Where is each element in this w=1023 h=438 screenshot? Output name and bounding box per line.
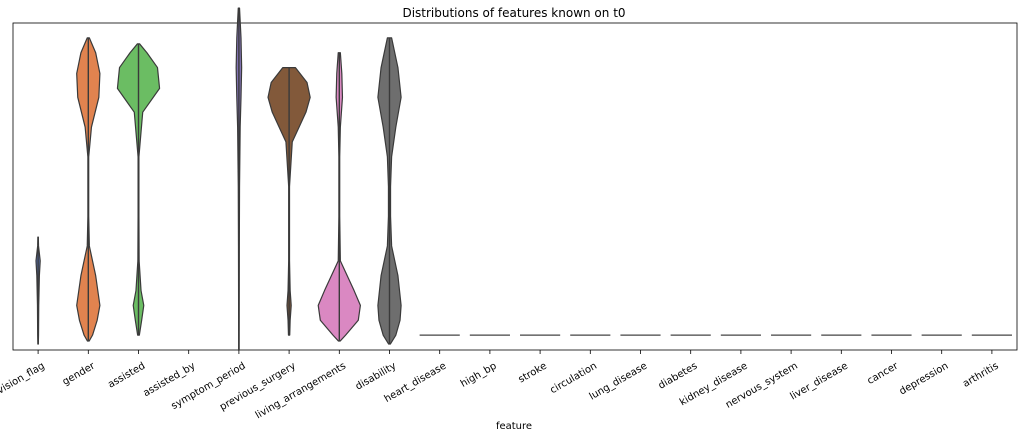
- violin-revision-flag: [35, 236, 41, 345]
- x-tick-label-living-arrangements: living_arrangements: [254, 361, 348, 422]
- plot-area: [12, 22, 1018, 351]
- violin-gender: [76, 37, 101, 342]
- x-tick-label-gender: gender: [61, 360, 98, 388]
- x-tick-label-revision-flag: revision_flag: [0, 361, 47, 402]
- x-tick-label-arthritis: arthritis: [961, 361, 1001, 390]
- violin-assisted: [116, 43, 161, 336]
- x-tick-label-diabetes: diabetes: [657, 361, 700, 392]
- x-tick-label-disability: disability: [354, 361, 399, 393]
- violin-symptom-period: [235, 7, 243, 351]
- x-axis-label: feature: [496, 421, 532, 432]
- x-tick-label-cancer: cancer: [865, 360, 900, 387]
- violins-layer: [35, 7, 1012, 351]
- violin-previous-surgery: [267, 66, 311, 336]
- x-tick-label-assisted: assisted: [106, 361, 147, 391]
- x-tick-label-stroke: stroke: [517, 361, 549, 386]
- x-tick-label-depression: depression: [898, 361, 951, 398]
- x-ticks: revision_flag gender assistedassisted_bysy…: [0, 350, 1001, 421]
- chart-title: Distributions of features known on t0: [402, 6, 625, 20]
- violin-disability: [377, 37, 402, 345]
- violin-living-arrangements: [317, 52, 361, 342]
- x-tick-label-high-bp: high_bp: [459, 361, 499, 390]
